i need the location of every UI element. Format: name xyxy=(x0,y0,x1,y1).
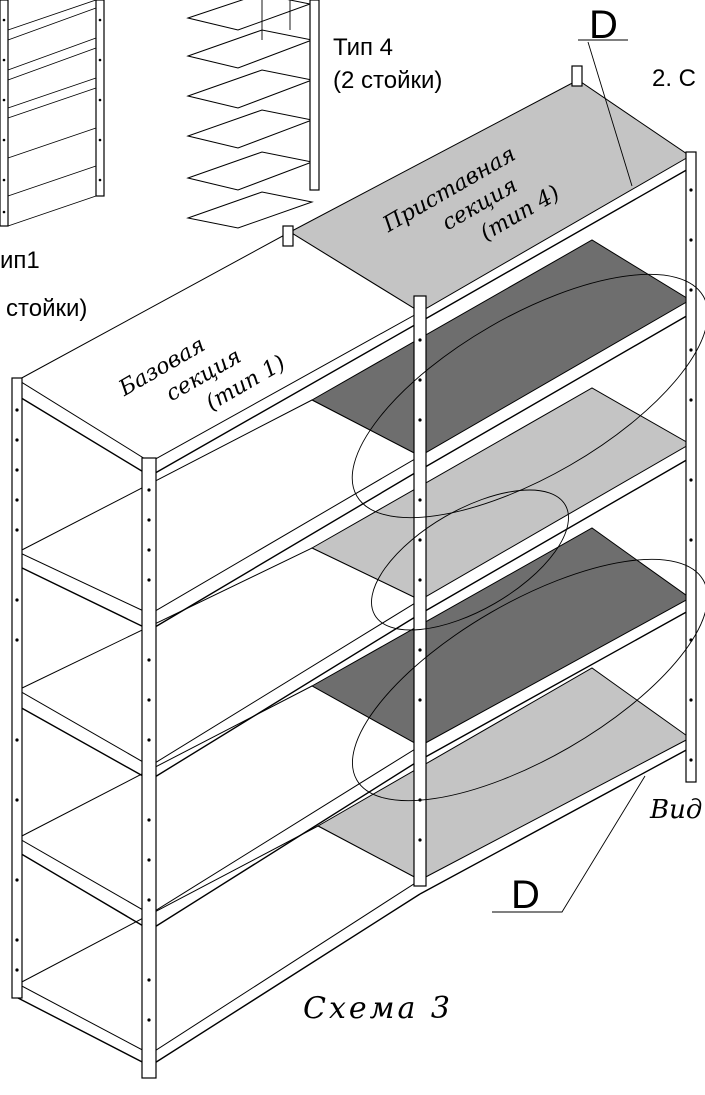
label-type1: ип1 xyxy=(0,247,40,274)
label-view: Вид xyxy=(649,795,702,825)
scheme-caption: Схема 3 xyxy=(303,991,453,1026)
rack-type1-thumbnail xyxy=(0,0,105,227)
label-type1-posts: стойки) xyxy=(6,295,87,322)
label-item2: 2. С xyxy=(652,65,696,92)
label-type4-posts: (2 стойки) xyxy=(333,67,442,94)
main-shelving-unit xyxy=(11,39,705,1079)
marker-d-top: D xyxy=(589,3,618,47)
marker-d-bottom: D xyxy=(511,873,540,917)
label-type4: Тип 4 xyxy=(333,34,393,61)
rack-type4-thumbnail xyxy=(186,0,320,229)
